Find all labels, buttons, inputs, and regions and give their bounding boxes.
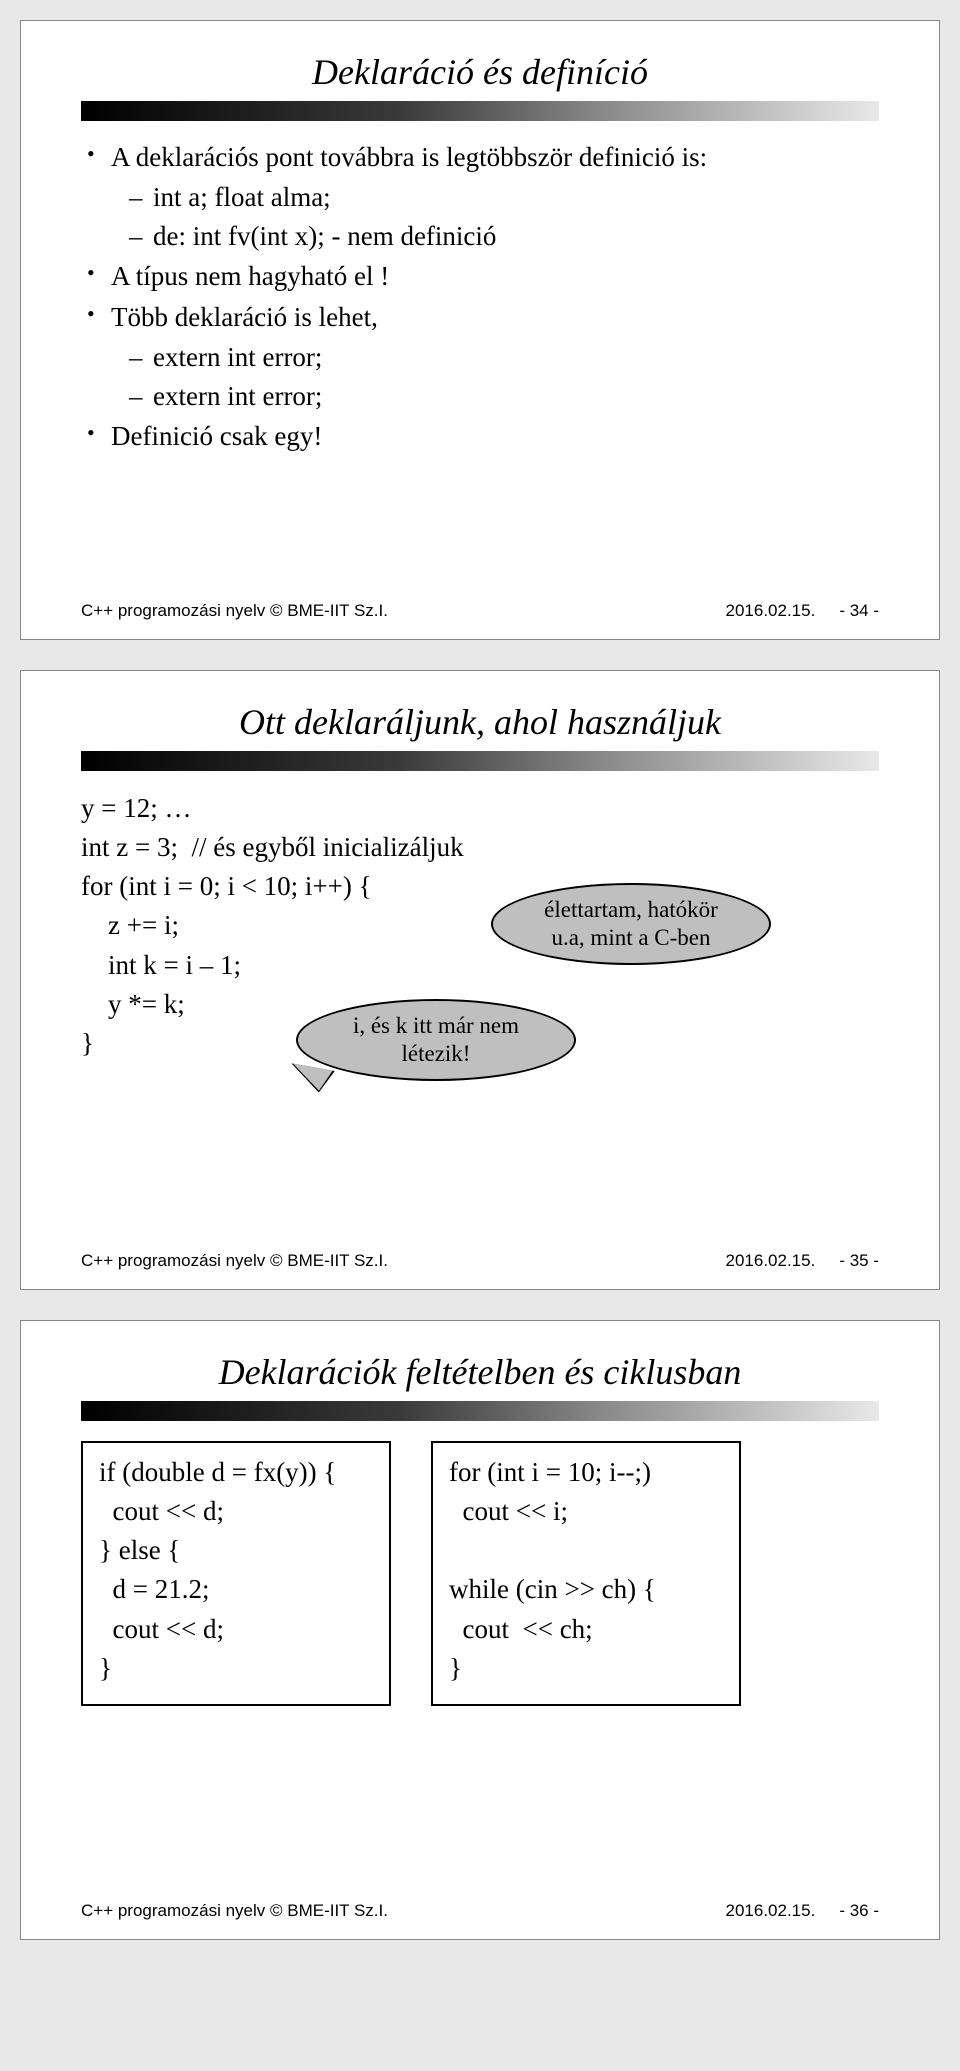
slide-2: Ott deklaráljunk, ahol használjuk y = 12… <box>20 670 940 1290</box>
code-box-row: if (double d = fx(y)) { cout << d; } els… <box>81 1441 879 1706</box>
bullet-item: Több deklaráció is lehet, <box>81 299 879 335</box>
footer-page: - 36 - <box>839 1901 879 1921</box>
footer-right: 2016.02.15. - 34 - <box>726 601 880 621</box>
slide-title: Deklarációk feltételben és ciklusban <box>81 1351 879 1397</box>
bubble-text: létezik! <box>402 1040 471 1068</box>
footer-right: 2016.02.15. - 35 - <box>726 1251 880 1271</box>
sub-bullet-item: extern int error; <box>81 339 879 375</box>
footer-left: C++ programozási nyelv © BME-IIT Sz.I. <box>81 1251 388 1271</box>
slide-title: Deklaráció és definíció <box>81 51 879 97</box>
bubble-text: u.a, mint a C-ben <box>551 924 710 952</box>
slide-footer: C++ programozási nyelv © BME-IIT Sz.I. 2… <box>81 1251 879 1271</box>
bullet-item: Definició csak egy! <box>81 418 879 454</box>
title-underline <box>81 751 879 771</box>
footer-left: C++ programozási nyelv © BME-IIT Sz.I. <box>81 601 388 621</box>
sub-bullet-item: int a; float alma; <box>81 179 879 215</box>
slide-content: A deklarációs pont továbbra is legtöbbsz… <box>81 139 879 455</box>
bullet-item: A deklarációs pont továbbra is legtöbbsz… <box>81 139 879 175</box>
title-underline <box>81 1401 879 1421</box>
slide-content: if (double d = fx(y)) { cout << d; } els… <box>81 1441 879 1706</box>
slide-title: Ott deklaráljunk, ahol használjuk <box>81 701 879 747</box>
footer-page: - 34 - <box>839 601 879 621</box>
title-wrap: Deklarációk feltételben és ciklusban <box>81 1351 879 1421</box>
callout-bubble-scope: élettartam, hatókör u.a, mint a C-ben <box>491 883 771 965</box>
sub-bullet-item: de: int fv(int x); - nem definició <box>81 218 879 254</box>
sub-bullet-item: extern int error; <box>81 378 879 414</box>
bullet-item: A típus nem hagyható el ! <box>81 258 879 294</box>
slide-3: Deklarációk feltételben és ciklusban if … <box>20 1320 940 1940</box>
footer-left: C++ programozási nyelv © BME-IIT Sz.I. <box>81 1901 388 1921</box>
footer-page: - 35 - <box>839 1251 879 1271</box>
slide-1: Deklaráció és definíció A deklarációs po… <box>20 20 940 640</box>
footer-date: 2016.02.15. <box>726 1251 816 1271</box>
bubble-text: élettartam, hatókör <box>544 896 718 924</box>
callout-bubble-exists: i, és k itt már nem létezik! <box>296 999 576 1081</box>
title-wrap: Ott deklaráljunk, ahol használjuk <box>81 701 879 771</box>
footer-date: 2016.02.15. <box>726 601 816 621</box>
title-underline <box>81 101 879 121</box>
code-box-right: for (int i = 10; i--;) cout << i; while … <box>431 1441 741 1706</box>
footer-right: 2016.02.15. - 36 - <box>726 1901 880 1921</box>
slide-footer: C++ programozási nyelv © BME-IIT Sz.I. 2… <box>81 1901 879 1921</box>
title-wrap: Deklaráció és definíció <box>81 51 879 121</box>
footer-date: 2016.02.15. <box>726 1901 816 1921</box>
slide-footer: C++ programozási nyelv © BME-IIT Sz.I. 2… <box>81 601 879 621</box>
slide-content: y = 12; … int z = 3; // és egyből inicia… <box>81 789 879 1129</box>
bubble-text: i, és k itt már nem <box>353 1012 519 1040</box>
code-box-left: if (double d = fx(y)) { cout << d; } els… <box>81 1441 391 1706</box>
